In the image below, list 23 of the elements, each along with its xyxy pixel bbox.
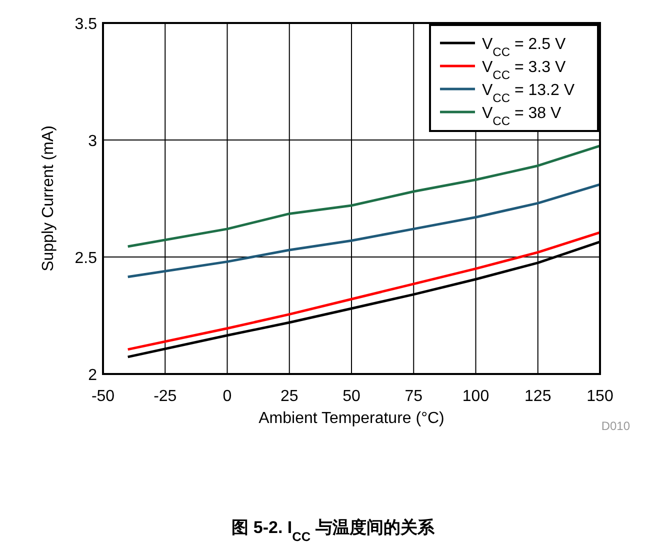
y-tick-label: 2 [88, 367, 98, 384]
text: D010 [601, 419, 630, 433]
y-tick-label: 3.5 [74, 16, 98, 33]
legend-label: V$_{CC}$ = 13.2 V [482, 82, 575, 105]
x-tick-label: 75 [404, 388, 423, 405]
line-series [126, 183, 602, 278]
x-axis-title: Ambient Temperature (°C) [258, 410, 444, 427]
text: 图 5-2. I$_{CC}$ 与温度间的关系 [232, 518, 436, 544]
x-tick-label: 100 [462, 388, 490, 405]
y-tick-label: 3 [88, 133, 98, 150]
x-tick-label: 0 [222, 388, 232, 405]
x-tick-label: -50 [91, 388, 115, 405]
legend-label: V$_{CC}$ = 3.3 V [482, 59, 566, 82]
y-tick-label: 2.5 [74, 250, 98, 267]
x-tick-label: 125 [524, 388, 552, 405]
line-series [126, 144, 602, 248]
x-tick-label: 50 [342, 388, 360, 405]
x-tick-label: 150 [586, 388, 614, 405]
x-tick-label: 25 [280, 388, 298, 405]
y-axis-title: Supply Current (mA) [40, 126, 57, 272]
legend-label: V$_{CC}$ = 2.5 V [482, 36, 566, 59]
x-tick-label: -25 [154, 388, 177, 405]
legend-label: V$_{CC}$ = 38 V [482, 105, 562, 128]
